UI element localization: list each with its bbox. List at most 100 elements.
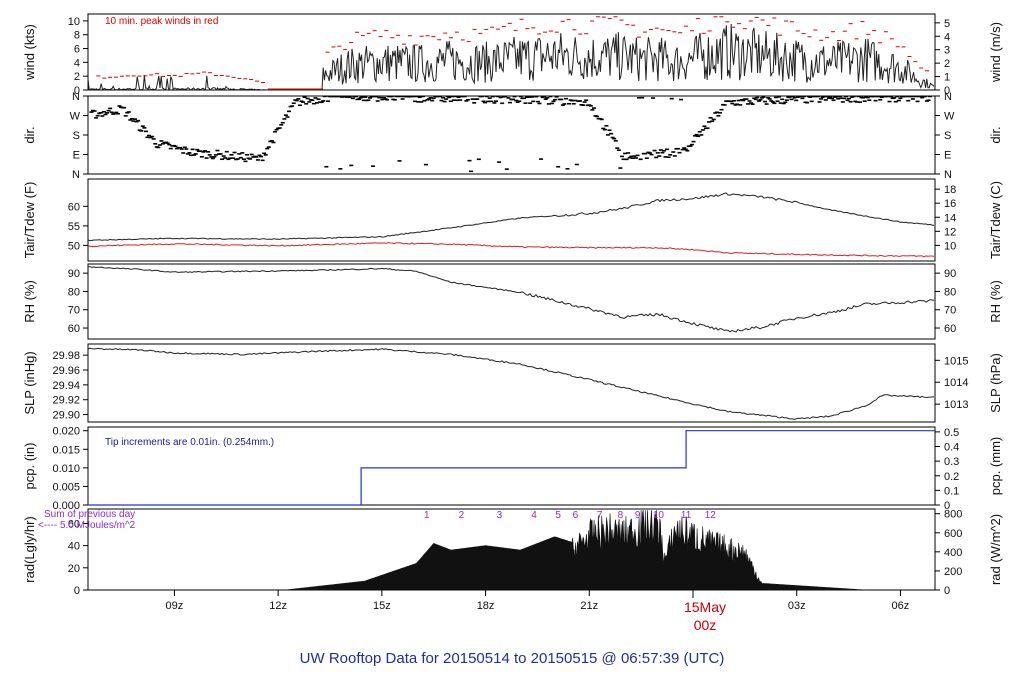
temp-frame <box>87 178 936 262</box>
wind-right-tick-label: 2 <box>944 58 950 70</box>
temp-right-tick-label: 14 <box>944 212 956 224</box>
temp-left-tick-label: 50 <box>68 240 80 252</box>
rad-hour-mark: 12 <box>705 510 717 521</box>
wind-right-tick-label: 0 <box>944 85 950 97</box>
rad-left-tick-label: 20 <box>68 563 80 575</box>
dir-left-tick-label: N <box>72 91 80 103</box>
slp-left-tick-label: 29.96 <box>52 365 80 377</box>
tair-series <box>87 192 935 242</box>
pcp-right-tick-label: 0.3 <box>944 456 959 468</box>
rad-left-tick-label: 60 <box>68 518 80 530</box>
rh-right-tick-label: 70 <box>944 305 956 317</box>
rad-ylabel-left: rad(Lgly/hr) <box>22 516 37 582</box>
temp-left-tick-label: 60 <box>68 201 80 213</box>
dir-ylabel-right: dir. <box>988 126 1003 143</box>
x-tick-label: 21z <box>580 600 598 612</box>
rad-hour-mark: 4 <box>531 510 537 521</box>
wind-left-tick-label: 6 <box>74 44 80 56</box>
x-tick-label: 15z <box>373 600 391 612</box>
x-tick-label: 03z <box>788 600 806 612</box>
rad-hour-mark: 9 <box>635 510 641 521</box>
wind-left-tick-label: 0 <box>74 85 80 97</box>
slp-left-tick-label: 29.90 <box>52 410 80 422</box>
slp-left-tick-label: 29.94 <box>52 380 80 392</box>
dir-right-tick-label: N <box>944 169 952 181</box>
dir-left-tick-label: E <box>73 150 80 162</box>
x-tick-label: 09z <box>166 600 184 612</box>
wind-frame <box>87 13 936 91</box>
rh-left-tick-label: 60 <box>68 323 80 335</box>
slp-left-tick-label: 29.92 <box>52 395 80 407</box>
slp-ylabel-left: SLP (inHg) <box>22 351 37 414</box>
rh-right-tick-label: 80 <box>944 286 956 298</box>
wind-right-tick-label: 1 <box>944 72 950 84</box>
x-date-time: 00z <box>694 617 717 633</box>
rh-right-tick-label: 90 <box>944 268 956 280</box>
temp-right-tick-label: 16 <box>944 198 956 210</box>
wind-left-tick-label: 8 <box>74 30 80 42</box>
rh-left-tick-label: 80 <box>68 286 80 298</box>
dir-left-tick-label: N <box>72 169 80 181</box>
dir-right-tick-label: E <box>944 150 951 162</box>
pcp-ylabel-right: pcp. (mm) <box>988 437 1003 496</box>
dir-right-tick-label: S <box>944 130 951 142</box>
slp-right-tick-label: 1014 <box>944 377 968 389</box>
rh-series <box>87 266 935 333</box>
slp-series <box>87 347 934 420</box>
rad-note-line2: <---- 5.0 MJoules/m^2 <box>38 520 136 531</box>
pcp-series <box>88 430 935 506</box>
rad-left-tick-label: 40 <box>68 541 80 553</box>
pcp-note: Tip increments are 0.01in. (0.254mm.) <box>105 437 274 448</box>
slp-frame <box>87 343 936 423</box>
rad-note-line1: Sum of previous day <box>44 509 135 520</box>
rh-left-tick-label: 90 <box>68 268 80 280</box>
dir-left-tick-label: W <box>70 111 81 123</box>
rad-right-tick-label: 600 <box>944 528 962 540</box>
rad-ylabel-right: rad (W/m^2) <box>988 514 1003 585</box>
wind-right-tick-label: 3 <box>944 45 950 57</box>
pcp-right-tick-label: 0.1 <box>944 485 959 497</box>
dir-ylabel-left: dir. <box>22 126 37 143</box>
pcp-right-tick-label: 0.5 <box>944 427 959 439</box>
wind-right-tick-label: 5 <box>944 18 950 30</box>
rad-hour-mark: 7 <box>597 510 603 521</box>
dir-left-tick-label: S <box>73 130 80 142</box>
rad-hour-mark: 11 <box>681 510 692 521</box>
pcp-left-tick-label: 0.020 <box>52 426 80 438</box>
rh-ylabel-left: RH (%) <box>22 280 37 323</box>
x-tick-label: 12z <box>269 600 287 612</box>
pcp-right-tick-label: 0.4 <box>944 442 959 454</box>
rh-right-tick-label: 60 <box>944 323 956 335</box>
wind-peak-note: 10 min. peak winds in red <box>105 16 218 27</box>
rad-right-tick-label: 400 <box>944 547 962 559</box>
rh-left-tick-label: 70 <box>68 305 80 317</box>
temp-right-tick-label: 10 <box>944 240 956 252</box>
rad-hour-mark: 10 <box>653 510 665 521</box>
rad-hour-mark: 1 <box>424 510 430 521</box>
tdew-series <box>87 242 935 258</box>
temp-ylabel-right: Tair/Tdew (C) <box>988 181 1003 259</box>
rad-right-tick-label: 0 <box>944 585 950 597</box>
wind-left-tick-label: 4 <box>74 57 80 69</box>
dir-frame <box>87 95 936 175</box>
temp-right-tick-label: 18 <box>944 184 956 196</box>
wind-ylabel-right: wind (m/s) <box>988 22 1003 83</box>
x-tick-label: 06z <box>892 600 910 612</box>
pcp-left-tick-label: 0.000 <box>52 500 80 512</box>
rad-right-tick-label: 200 <box>944 566 962 578</box>
slp-left-tick-label: 29.98 <box>52 350 80 362</box>
pcp-left-tick-label: 0.010 <box>52 463 80 475</box>
pcp-right-tick-label: 0 <box>944 500 950 512</box>
temp-left-tick-label: 55 <box>68 221 80 233</box>
temp-ylabel-left: Tair/Tdew (F) <box>22 182 37 259</box>
x-tick-label: 18z <box>477 600 495 612</box>
rad-hour-mark: 8 <box>618 510 624 521</box>
rad-hour-mark: 5 <box>555 510 561 521</box>
wind-ylabel-left: wind (kts) <box>22 24 37 81</box>
slp-right-tick-label: 1013 <box>944 399 968 411</box>
slp-right-tick-label: 1015 <box>944 355 968 367</box>
chart-title: UW Rooftop Data for 20150514 to 20150515… <box>299 650 725 667</box>
wind-left-tick-label: 2 <box>74 71 80 83</box>
x-date-label: 15May <box>684 599 726 615</box>
